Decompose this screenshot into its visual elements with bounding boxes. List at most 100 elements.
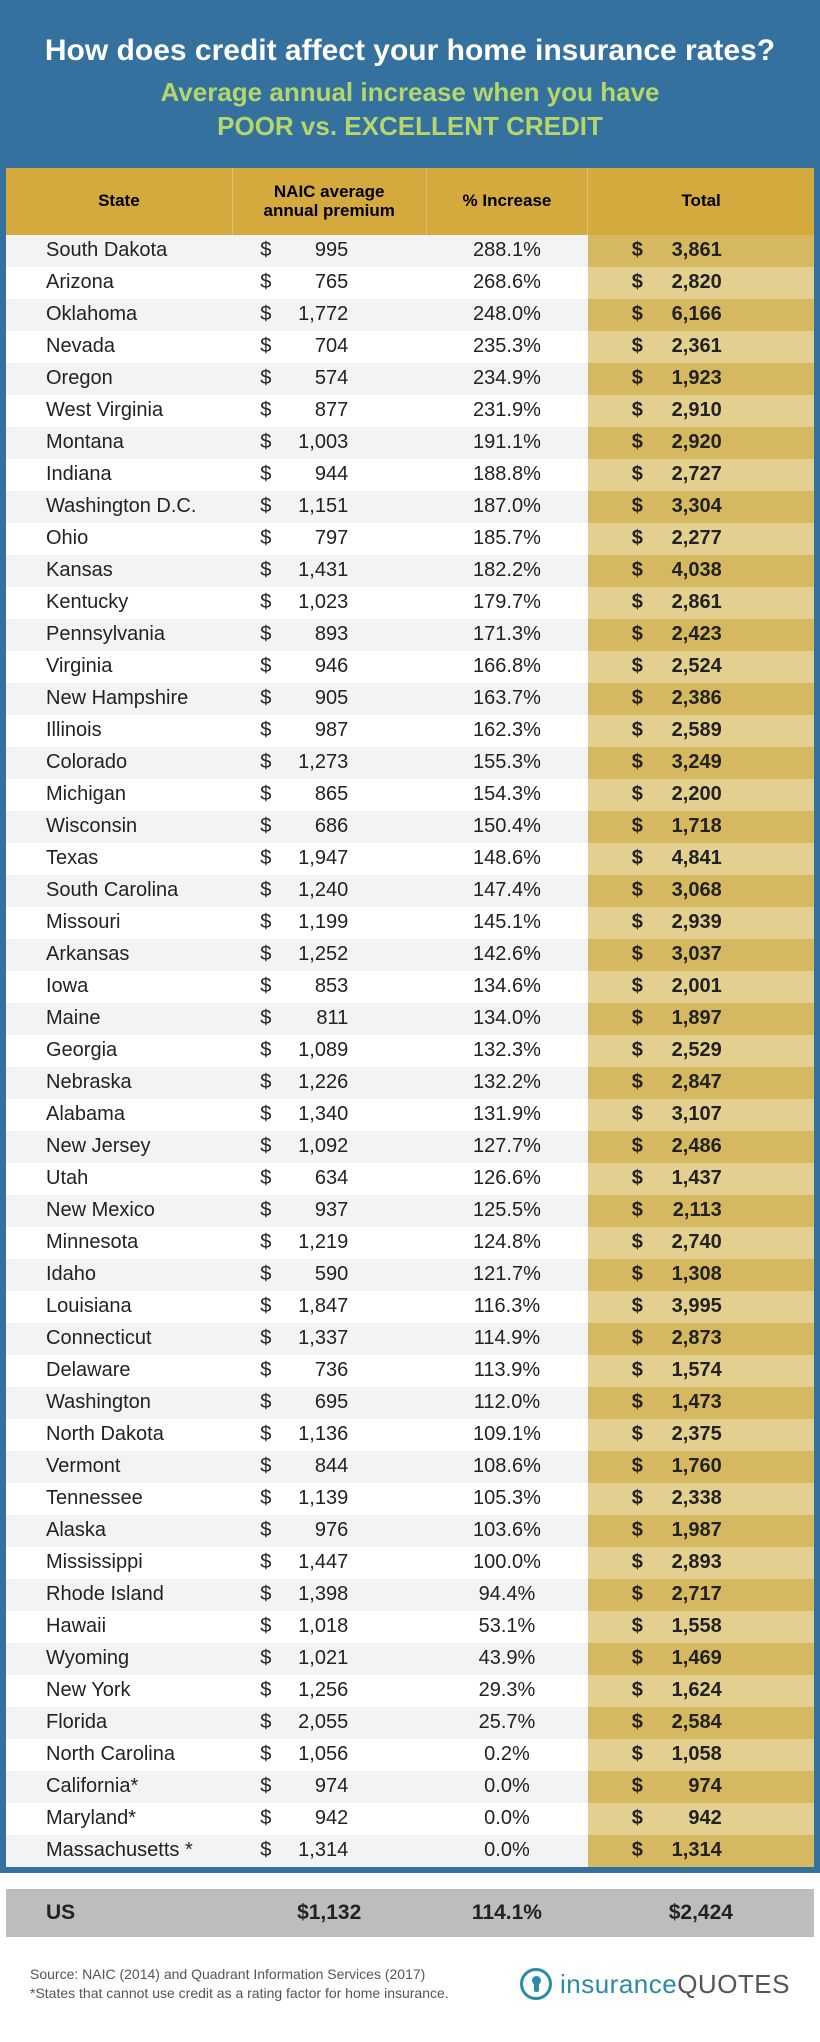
cell-increase: 162.3% xyxy=(426,715,588,747)
cell-total: $2,920 xyxy=(588,427,814,459)
cell-premium: $797 xyxy=(232,523,426,555)
cell-premium: $1,772 xyxy=(232,299,426,331)
table-row: New Mexico$937125.5%$2,113 xyxy=(6,1195,814,1227)
cell-increase: 0.0% xyxy=(426,1771,588,1803)
table-row: Tennessee$1,139105.3%$2,338 xyxy=(6,1483,814,1515)
cell-total: $2,584 xyxy=(588,1707,814,1739)
cell-premium: $976 xyxy=(232,1515,426,1547)
cell-state: South Carolina xyxy=(6,875,232,907)
cell-state: Wyoming xyxy=(6,1643,232,1675)
cell-total: $3,995 xyxy=(588,1291,814,1323)
table-row: West Virginia$877231.9%$2,910 xyxy=(6,395,814,427)
cell-state: Missouri xyxy=(6,907,232,939)
cell-state: Illinois xyxy=(6,715,232,747)
cell-increase: 234.9% xyxy=(426,363,588,395)
cell-state: Vermont xyxy=(6,1451,232,1483)
cell-premium: $853 xyxy=(232,971,426,1003)
cell-premium: $811 xyxy=(232,1003,426,1035)
cell-state: New Mexico xyxy=(6,1195,232,1227)
cell-premium: $987 xyxy=(232,715,426,747)
cell-increase: 0.0% xyxy=(426,1835,588,1867)
cell-state: Utah xyxy=(6,1163,232,1195)
col-premium: NAIC averageannual premium xyxy=(232,168,426,235)
cell-premium: $1,056 xyxy=(232,1739,426,1771)
cell-increase: 185.7% xyxy=(426,523,588,555)
cell-premium: $1,139 xyxy=(232,1483,426,1515)
table-row: North Dakota$1,136109.1%$2,375 xyxy=(6,1419,814,1451)
cell-premium: $1,447 xyxy=(232,1547,426,1579)
footer: Source: NAIC (2014) and Quadrant Informa… xyxy=(0,1937,820,2028)
cell-state: New Hampshire xyxy=(6,683,232,715)
table-row: Michigan$865154.3%$2,200 xyxy=(6,779,814,811)
cell-total: $2,910 xyxy=(588,395,814,427)
table-row: Georgia$1,089132.3%$2,529 xyxy=(6,1035,814,1067)
cell-premium: $1,847 xyxy=(232,1291,426,1323)
cell-state: Nebraska xyxy=(6,1067,232,1099)
cell-total: $2,113 xyxy=(588,1195,814,1227)
cell-increase: 25.7% xyxy=(426,1707,588,1739)
cell-increase: 147.4% xyxy=(426,875,588,907)
cell-state: Nevada xyxy=(6,331,232,363)
cell-premium: $1,226 xyxy=(232,1067,426,1099)
cell-premium: $844 xyxy=(232,1451,426,1483)
us-label: US xyxy=(6,1901,232,1925)
cell-increase: 124.8% xyxy=(426,1227,588,1259)
cell-premium: $574 xyxy=(232,363,426,395)
cell-increase: 288.1% xyxy=(426,235,588,267)
cell-total: $2,361 xyxy=(588,331,814,363)
cell-premium: $995 xyxy=(232,235,426,267)
cell-total: $4,038 xyxy=(588,555,814,587)
cell-total: $1,308 xyxy=(588,1259,814,1291)
cell-total: $1,469 xyxy=(588,1643,814,1675)
cell-premium: $736 xyxy=(232,1355,426,1387)
cell-total: $942 xyxy=(588,1803,814,1835)
cell-increase: 100.0% xyxy=(426,1547,588,1579)
cell-state: Oklahoma xyxy=(6,299,232,331)
table-row: Missouri$1,199145.1%$2,939 xyxy=(6,907,814,939)
cell-increase: 131.9% xyxy=(426,1099,588,1131)
cell-increase: 53.1% xyxy=(426,1611,588,1643)
cell-premium: $1,337 xyxy=(232,1323,426,1355)
cell-state: Arizona xyxy=(6,267,232,299)
cell-increase: 0.0% xyxy=(426,1803,588,1835)
cell-premium: $686 xyxy=(232,811,426,843)
table-row: Alabama$1,340131.9%$3,107 xyxy=(6,1099,814,1131)
table-row: Washington D.C.$1,151187.0%$3,304 xyxy=(6,491,814,523)
table-row: Virginia$946166.8%$2,524 xyxy=(6,651,814,683)
table-row: Alaska$976103.6%$1,987 xyxy=(6,1515,814,1547)
cell-state: New Jersey xyxy=(6,1131,232,1163)
cell-premium: $1,431 xyxy=(232,555,426,587)
cell-state: Michigan xyxy=(6,779,232,811)
cell-total: $1,473 xyxy=(588,1387,814,1419)
cell-state: Wisconsin xyxy=(6,811,232,843)
cell-increase: 145.1% xyxy=(426,907,588,939)
table-row: Arizona$765268.6%$2,820 xyxy=(6,267,814,299)
cell-total: $2,727 xyxy=(588,459,814,491)
subtitle: Average annual increase when you have PO… xyxy=(26,76,794,144)
cell-total: $2,717 xyxy=(588,1579,814,1611)
table-row: Arkansas$1,252142.6%$3,037 xyxy=(6,939,814,971)
table-row: Florida$2,05525.7%$2,584 xyxy=(6,1707,814,1739)
cell-state: Pennsylvania xyxy=(6,619,232,651)
table-row: Pennsylvania$893171.3%$2,423 xyxy=(6,619,814,651)
cell-premium: $1,018 xyxy=(232,1611,426,1643)
cell-increase: 125.5% xyxy=(426,1195,588,1227)
cell-state: Connecticut xyxy=(6,1323,232,1355)
cell-premium: $1,340 xyxy=(232,1099,426,1131)
col-total: Total xyxy=(588,168,814,235)
table-row: Illinois$987162.3%$2,589 xyxy=(6,715,814,747)
table-row: Kansas$1,431182.2%$4,038 xyxy=(6,555,814,587)
cell-total: $1,897 xyxy=(588,1003,814,1035)
cell-total: $1,558 xyxy=(588,1611,814,1643)
cell-state: South Dakota xyxy=(6,235,232,267)
col-state: State xyxy=(6,168,232,235)
table-row: Nevada$704235.3%$2,361 xyxy=(6,331,814,363)
rates-table: State NAIC averageannual premium % Incre… xyxy=(6,168,814,1867)
cell-premium: $905 xyxy=(232,683,426,715)
table-row: Iowa$853134.6%$2,001 xyxy=(6,971,814,1003)
cell-state: Oregon xyxy=(6,363,232,395)
table-row: South Carolina$1,240147.4%$3,068 xyxy=(6,875,814,907)
cell-total: $2,873 xyxy=(588,1323,814,1355)
cell-state: Kentucky xyxy=(6,587,232,619)
logo-icon xyxy=(520,1968,552,2000)
